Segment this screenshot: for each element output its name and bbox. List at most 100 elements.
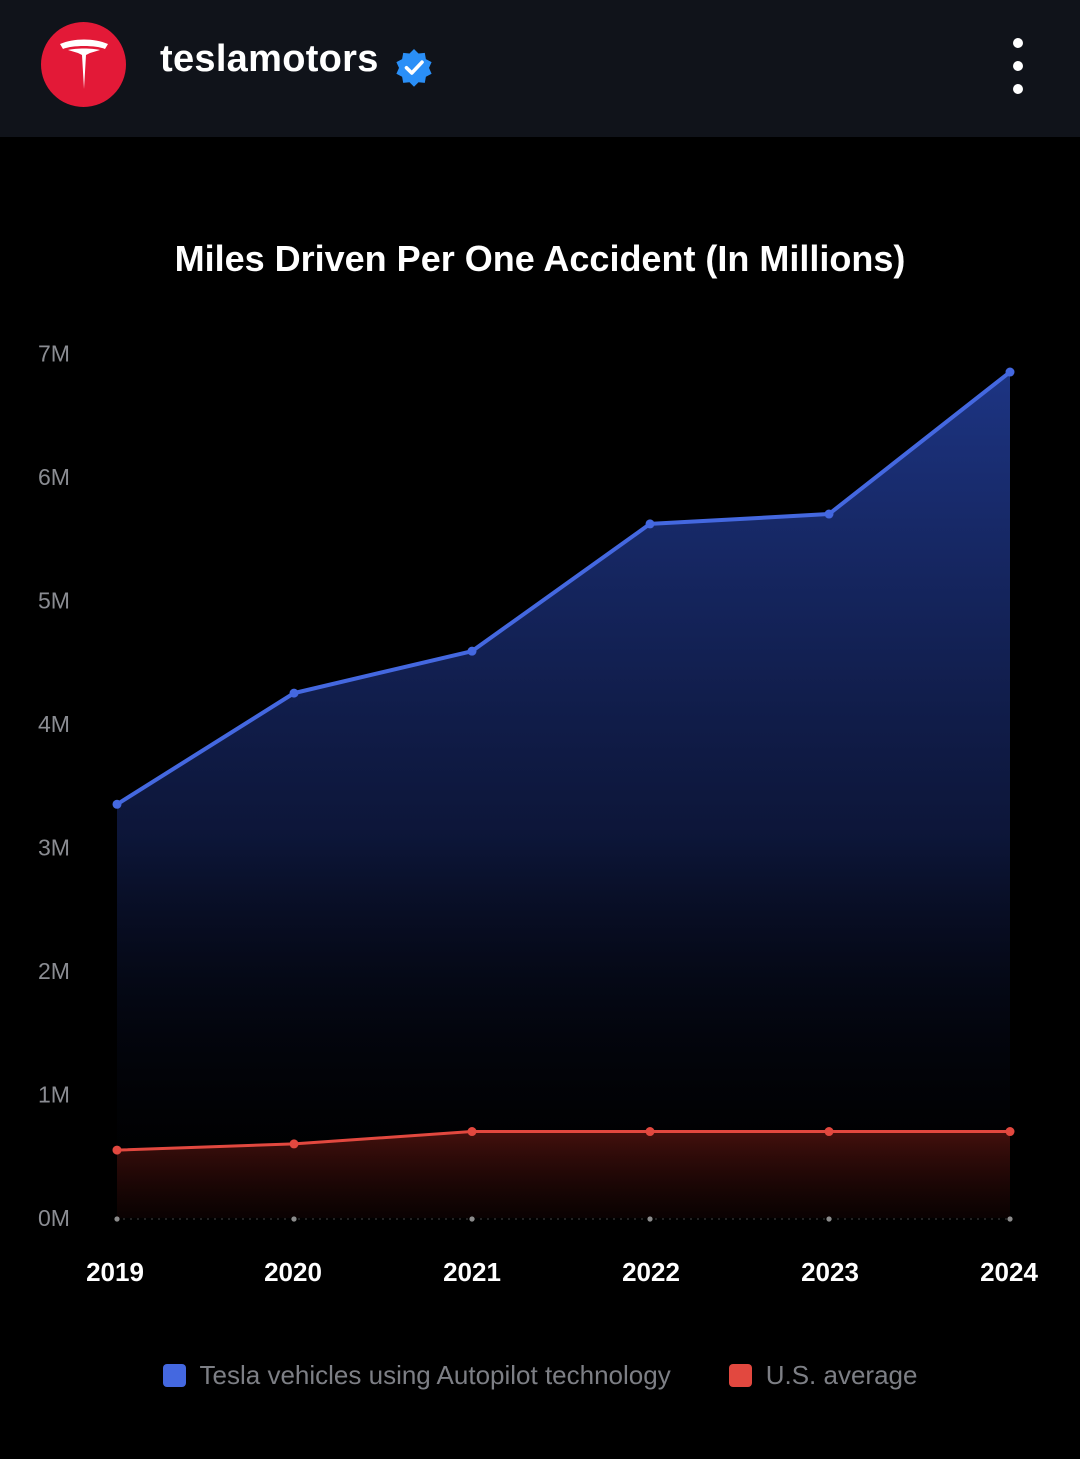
baseline-dot: [641, 1218, 643, 1220]
baseline-dot: [872, 1218, 874, 1220]
baseline-dot: [312, 1218, 314, 1220]
tesla-data-point[interactable]: [289, 688, 299, 698]
y-tick-label: 1M: [38, 1082, 70, 1108]
baseline-dot: [991, 1218, 993, 1220]
profile-avatar[interactable]: [41, 22, 126, 107]
y-tick-label: 6M: [38, 464, 70, 490]
x-tick-label: 2024: [980, 1257, 1038, 1287]
baseline-dot: [270, 1218, 272, 1220]
baseline-dot: [123, 1218, 125, 1220]
legend-item-tesla[interactable]: Tesla vehicles using Autopilot technolog…: [162, 1359, 671, 1391]
baseline-dot: [424, 1218, 426, 1220]
x-tick-label: 2019: [86, 1257, 144, 1287]
more-vertical-icon-dot: [1013, 38, 1023, 48]
tesla-logo-icon: [59, 39, 108, 89]
baseline-dot: [725, 1218, 727, 1220]
baseline-dot: [599, 1218, 601, 1220]
chart-areas: [117, 372, 1010, 1218]
baseline-dot: [998, 1218, 1000, 1220]
baseline-dot: [585, 1218, 587, 1220]
y-tick-label: 3M: [38, 835, 70, 861]
baseline-dot: [851, 1218, 853, 1220]
baseline-dot: [277, 1218, 279, 1220]
x-tick-label: 2022: [622, 1257, 680, 1287]
baseline-dot: [515, 1218, 517, 1220]
us-average-data-point[interactable]: [467, 1127, 477, 1137]
baseline-dot: [774, 1218, 776, 1220]
y-tick-label: 0M: [38, 1205, 70, 1231]
baseline-dot: [802, 1218, 804, 1220]
baseline-dot: [704, 1218, 706, 1220]
tesla-data-point[interactable]: [1005, 367, 1015, 377]
baseline-dot: [249, 1218, 251, 1220]
us-average-data-point[interactable]: [645, 1127, 655, 1137]
baseline-dot: [900, 1218, 902, 1220]
baseline-dot: [151, 1218, 153, 1220]
baseline-dot: [823, 1218, 825, 1220]
baseline-dot: [865, 1218, 867, 1220]
baseline-dot: [795, 1218, 797, 1220]
legend-label-tesla: Tesla vehicles using Autopilot technolog…: [199, 1359, 671, 1390]
baseline-dot: [683, 1218, 685, 1220]
us-average-area: [117, 1131, 1010, 1218]
baseline-dot: [368, 1218, 370, 1220]
verified-badge-icon: [396, 49, 432, 87]
tesla-data-point[interactable]: [467, 646, 477, 656]
baseline-dot: [613, 1218, 615, 1220]
y-axis: 0M 1M 2M 3M 4M 5M 6M 7M: [38, 341, 70, 1232]
baseline-dot: [816, 1218, 818, 1220]
baseline-dot: [522, 1218, 524, 1220]
baseline-dot: [158, 1218, 160, 1220]
baseline-dot: [956, 1218, 958, 1220]
baseline-dot: [718, 1218, 720, 1220]
tesla-area: [117, 372, 1010, 1218]
tesla-data-point[interactable]: [824, 509, 834, 519]
us-average-data-point[interactable]: [289, 1139, 299, 1149]
baseline-dot: [809, 1218, 811, 1220]
baseline-dot: [858, 1218, 860, 1220]
baseline-dot: [466, 1218, 468, 1220]
baseline-dot: [970, 1218, 972, 1220]
baseline-dot: [298, 1218, 300, 1220]
baseline-dot: [382, 1218, 384, 1220]
baseline-dot: [620, 1218, 622, 1220]
baseline-dot: [529, 1218, 531, 1220]
baseline-dot: [200, 1218, 202, 1220]
baseline-dot: [480, 1218, 482, 1220]
x-tick-mark: [826, 1216, 832, 1222]
baseline-dot: [662, 1218, 664, 1220]
chart-legend: Tesla vehicles using Autopilot technolog…: [0, 1355, 1080, 1395]
x-tick-label: 2020: [264, 1257, 322, 1287]
baseline-dot: [431, 1218, 433, 1220]
baseline-dot: [445, 1218, 447, 1220]
baseline-dot: [417, 1218, 419, 1220]
x-tick-label: 2021: [443, 1257, 501, 1287]
us-average-data-point[interactable]: [112, 1145, 122, 1155]
baseline-dot: [214, 1218, 216, 1220]
baseline-dot: [921, 1218, 923, 1220]
baseline-dot: [781, 1218, 783, 1220]
baseline-dot: [893, 1218, 895, 1220]
profile-username[interactable]: teslamotors: [160, 38, 379, 80]
us-average-data-point[interactable]: [1005, 1127, 1015, 1137]
tesla-data-point[interactable]: [112, 799, 122, 809]
y-tick-label: 2M: [38, 958, 70, 984]
more-options-button[interactable]: [1000, 38, 1036, 94]
x-tick-mark: [647, 1216, 653, 1222]
baseline-dot: [494, 1218, 496, 1220]
baseline-dot: [949, 1218, 951, 1220]
baseline-dot: [256, 1218, 258, 1220]
baseline-dot: [354, 1218, 356, 1220]
baseline-dot: [179, 1218, 181, 1220]
x-tick-mark: [291, 1216, 297, 1222]
baseline-dot: [508, 1218, 510, 1220]
baseline-dot: [963, 1218, 965, 1220]
baseline-dot: [487, 1218, 489, 1220]
us-average-data-point[interactable]: [824, 1127, 834, 1137]
baseline-dot: [228, 1218, 230, 1220]
baseline-dot: [907, 1218, 909, 1220]
legend-item-us-average[interactable]: U.S. average: [728, 1360, 917, 1391]
baseline-dot: [977, 1218, 979, 1220]
tesla-data-point[interactable]: [645, 519, 655, 529]
baseline-dot: [564, 1218, 566, 1220]
